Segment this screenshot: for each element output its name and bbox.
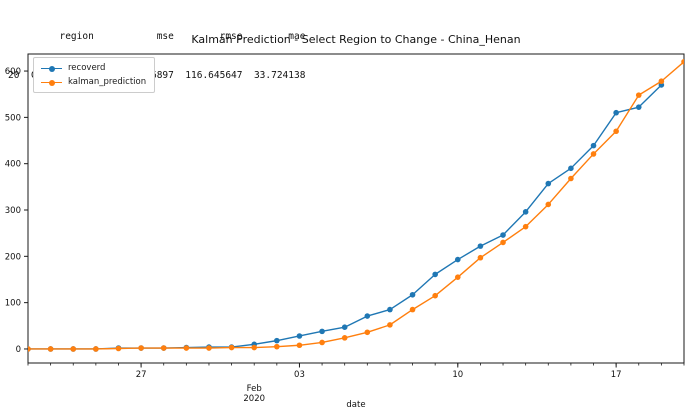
x-month-label: 2020 (243, 394, 265, 404)
series-marker-recoverd (274, 337, 280, 344)
series-line-recoverd (28, 84, 662, 350)
series-marker-kalman_prediction (432, 292, 438, 299)
x-tick-label: 10 (452, 370, 463, 380)
x-tick-label: 03 (294, 370, 305, 380)
series-marker-recoverd (500, 232, 506, 238)
series-marker-recoverd (387, 306, 393, 313)
series-marker-kalman_prediction (296, 342, 303, 349)
series-group (28, 58, 684, 352)
series-marker-kalman_prediction (228, 344, 235, 351)
x-axis-label: date (346, 400, 366, 410)
series-marker-recoverd (454, 256, 461, 263)
series-marker-kalman_prediction (635, 92, 642, 98)
series-marker-kalman_prediction (454, 274, 461, 280)
legend-label: recoverd (68, 63, 106, 73)
series-marker-kalman_prediction (409, 306, 416, 313)
series-marker-kalman_prediction (319, 339, 325, 346)
series-marker-recoverd (613, 109, 619, 116)
y-tick-label: 600 (5, 67, 21, 77)
legend-marker-icon (41, 78, 62, 86)
series-marker-kalman_prediction (183, 345, 190, 351)
series-marker-kalman_prediction (274, 343, 280, 350)
x-tick-label: 17 (611, 370, 622, 380)
series-marker-kalman_prediction (138, 345, 144, 351)
series-marker-kalman_prediction (613, 128, 619, 135)
series-marker-kalman_prediction (47, 346, 54, 352)
series-marker-kalman_prediction (206, 345, 212, 351)
series-marker-recoverd (319, 328, 325, 335)
series-marker-recoverd (432, 271, 438, 278)
y-tick-label: 300 (5, 206, 21, 216)
series-marker-recoverd (635, 104, 642, 110)
y-tick-label: 100 (5, 299, 21, 309)
series-marker-recoverd (341, 324, 348, 330)
series-marker-kalman_prediction (590, 151, 597, 157)
series-marker-recoverd (409, 291, 416, 298)
series-marker-kalman_prediction (28, 346, 31, 352)
y-tick-label: 200 (5, 252, 21, 262)
series-marker-kalman_prediction (341, 335, 348, 341)
series-marker-kalman_prediction (681, 58, 684, 65)
y-tick-label: 0 (16, 345, 21, 355)
series-marker-recoverd (522, 209, 529, 215)
series-marker-kalman_prediction (364, 329, 371, 336)
series-marker-recoverd (590, 142, 597, 149)
series-marker-recoverd (296, 333, 303, 339)
y-tick-label: 400 (5, 160, 21, 170)
series-marker-kalman_prediction (477, 254, 484, 261)
legend-marker-icon (41, 64, 62, 72)
series-marker-kalman_prediction (115, 345, 122, 352)
legend: recoverd kalman_prediction (33, 57, 156, 93)
series-marker-recoverd (568, 165, 574, 172)
series-marker-recoverd (545, 180, 552, 187)
legend-item-recoverd: recoverd (41, 61, 146, 75)
series-marker-kalman_prediction (568, 175, 574, 182)
series-line-kalman_prediction (28, 61, 684, 350)
series-marker-kalman_prediction (522, 223, 529, 230)
series-marker-kalman_prediction (251, 344, 258, 351)
series-marker-kalman_prediction (93, 346, 99, 352)
x-tick-label: 27 (136, 370, 147, 380)
series-marker-kalman_prediction (387, 322, 393, 328)
x-month-label: Feb (247, 384, 262, 394)
series-marker-recoverd (477, 243, 484, 249)
axes-frame (27, 53, 685, 364)
series-marker-kalman_prediction (545, 201, 552, 208)
legend-item-kalman_prediction: kalman_prediction (41, 75, 146, 89)
series-marker-recoverd (364, 313, 371, 319)
series-marker-kalman_prediction (658, 78, 665, 85)
chart-title: Kalman Prediction - Select Region to Cha… (191, 33, 521, 46)
dataframe-header-row: region mse rmse mae (8, 31, 306, 42)
series-marker-kalman_prediction (70, 346, 77, 352)
y-tick-label: 500 (5, 113, 21, 123)
series-marker-kalman_prediction (160, 345, 167, 351)
legend-label: kalman_prediction (68, 77, 147, 87)
series-marker-kalman_prediction (500, 239, 506, 246)
